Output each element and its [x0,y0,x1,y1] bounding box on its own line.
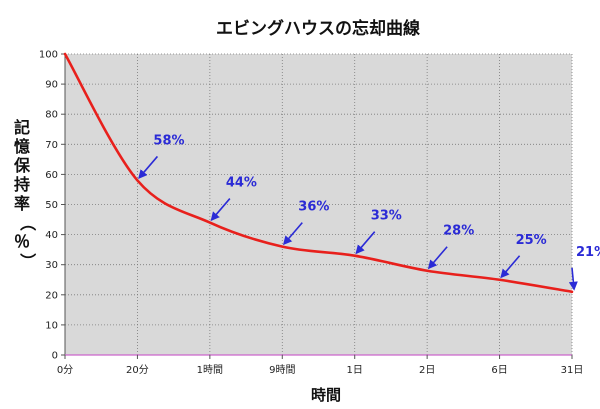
annotation-arrow [210,198,231,222]
annotation-label: 21% [576,245,600,260]
y-axis-ticks: 0 10 20 30 40 50 60 70 80 90 100 [39,50,65,362]
y-axis-label-char: 持 [14,175,30,194]
x-axis-label: 時間 [311,386,341,404]
x-tick-label: 2日 [419,365,435,376]
x-axis-ticks: 0分 20分 1時間 9時間 1日 2日 6日 31日 [57,355,584,376]
annotation-arrow [427,246,448,270]
y-axis-label-char: 憶 [14,137,30,156]
y-tick-label: 50 [45,200,58,211]
x-tick-label: 9時間 [269,364,295,376]
y-axis-label-char: （ [18,215,37,231]
y-tick-label: 30 [45,260,58,271]
y-tick-label: 60 [45,170,58,181]
y-axis-label-char: ） [18,253,37,269]
x-tick-label: 31日 [561,365,584,376]
forgetting-curve-line [63,52,574,294]
chart-title: エビングハウスの忘却曲線 [216,18,420,39]
annotation-arrow [568,267,578,291]
annotation-label: 33% [371,209,402,224]
y-tick-label: 40 [45,230,58,241]
x-tick-label: 20分 [126,364,149,376]
annotation-arrow [138,155,159,179]
x-tick-label: 1時間 [197,364,223,376]
y-axis-label-char: 率 [14,194,30,213]
annotations: 58% 44% 36% 33% 28% 25% 21% [138,133,600,291]
y-tick-label: 90 [45,80,58,91]
grid-lines [65,53,573,355]
annotation-arrow [282,222,303,246]
y-tick-label: 80 [45,110,58,121]
x-tick-label: 1日 [347,365,363,376]
x-tick-label: 0分 [57,364,73,376]
annotation-arrow [500,255,521,279]
series [63,52,574,294]
x-tick-label: 6日 [491,365,507,376]
y-axis-label-char: 保 [13,156,31,175]
annotation-label: 58% [153,133,184,148]
annotation-label: 25% [516,233,547,248]
y-tick-label: 10 [45,320,58,331]
annotation-label: 36% [298,200,329,215]
annotation-arrow [355,231,376,255]
y-axis-label-char: ％ [14,232,30,251]
y-tick-label: 20 [45,290,58,301]
annotation-label: 44% [226,176,257,191]
y-tick-label: 70 [45,140,58,151]
annotation-label: 28% [443,224,474,239]
y-axis-label-char: 記 [14,118,30,137]
y-tick-label: 0 [52,351,58,362]
y-tick-label: 100 [39,50,58,61]
